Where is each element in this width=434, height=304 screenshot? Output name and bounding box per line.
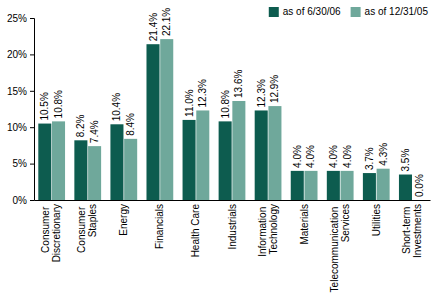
x-tick: Telecommunication Services	[329, 200, 351, 292]
y-tick-label: 25%	[7, 13, 27, 24]
bar	[363, 173, 376, 200]
plot: 0% 5% 10% 15% 20% 25% 10.5% 8.2% 10.4% 21.4% 11.0%…	[7, 8, 431, 293]
y-tick-mark	[30, 164, 34, 165]
chart: 0% 5% 10% 15% 20% 25% 10.5% 8.2% 10.4% 21.4% 11.0%…	[0, 0, 434, 304]
y-tick: 10%	[7, 122, 34, 133]
x-tick: Energy	[118, 200, 129, 236]
y-tick-label: 20%	[7, 49, 27, 60]
x-axis: Consumer Discretionary Consumer Staples En…	[35, 200, 431, 292]
data-labels: 10.5%8.2%10.4%21.4%11.0%10.8%12.3%4.0%4.…	[39, 8, 424, 197]
data-label: 4.3%	[378, 143, 389, 166]
data-label: 12.3%	[197, 79, 208, 107]
data-label: 10.4%	[111, 93, 122, 121]
y-tick-label: 0%	[13, 195, 28, 206]
bar	[183, 120, 196, 200]
bar	[413, 200, 426, 201]
x-tick: Health Care	[190, 200, 201, 257]
bar	[52, 121, 65, 200]
x-tick-label: Consumer Staples	[76, 204, 98, 253]
data-label: 4.0%	[328, 145, 339, 168]
y-tick-label: 15%	[7, 86, 27, 97]
data-label: 10.5%	[39, 92, 50, 120]
bar	[304, 171, 317, 200]
x-tick: Information Technology	[257, 200, 279, 257]
bar	[88, 146, 101, 200]
y-tick: 0%	[13, 195, 34, 206]
y-tick: 5%	[13, 158, 34, 169]
data-label: 10.8%	[53, 90, 64, 118]
y-tick: 20%	[7, 49, 34, 60]
x-tick: Utilities	[371, 200, 382, 236]
data-label: 8.4%	[125, 113, 136, 136]
x-tick-label: Energy	[118, 204, 129, 236]
data-label: 11.0%	[184, 89, 195, 117]
x-axis-line	[35, 200, 431, 201]
y-tick-label: 5%	[13, 158, 28, 169]
x-tick-label: Materials	[299, 204, 310, 245]
bar	[255, 110, 268, 200]
data-label: 0.0%	[414, 174, 425, 197]
x-tick-label: Short-term Investments	[401, 204, 423, 258]
x-tick-label: Telecommunication Services	[329, 204, 351, 292]
y-tick-mark	[30, 54, 34, 55]
x-tick: Industrials	[227, 200, 238, 250]
bars	[38, 39, 412, 200]
y-tick: 15%	[7, 86, 34, 97]
data-label: 3.5%	[400, 149, 411, 172]
data-label: 12.9%	[269, 75, 280, 103]
y-tick: 25%	[7, 13, 34, 24]
data-label: 10.8%	[220, 90, 231, 118]
bar	[160, 39, 173, 200]
bar	[291, 171, 304, 200]
bar	[110, 124, 123, 200]
bar	[74, 140, 87, 200]
data-label: 7.4%	[89, 120, 100, 143]
x-tick: Consumer Staples	[76, 200, 98, 253]
x-tick-label: Utilities	[371, 204, 382, 236]
bar	[377, 169, 390, 200]
bar	[196, 110, 209, 200]
data-label: 8.2%	[75, 114, 86, 137]
x-tick-label: Health Care	[190, 204, 201, 258]
bar	[232, 101, 245, 200]
legend-swatch	[351, 7, 361, 17]
legend-swatch	[269, 7, 279, 17]
bar	[399, 175, 412, 200]
y-axis-line	[30, 19, 35, 201]
data-label: 22.1%	[161, 8, 172, 36]
data-label: 4.0%	[305, 145, 316, 168]
data-label: 13.6%	[233, 70, 244, 98]
bar	[341, 171, 354, 200]
legend: as of 12/31/05 as of 6/30/06	[269, 6, 429, 17]
data-label: 4.0%	[342, 145, 353, 168]
bar	[124, 139, 137, 200]
bar	[219, 121, 232, 200]
data-label: 12.3%	[256, 79, 267, 107]
x-tick: Short-term Investments	[401, 200, 423, 258]
data-label: 21.4%	[148, 13, 159, 41]
x-tick-label: Consumer Discretionary	[40, 204, 62, 262]
y-tick-label: 10%	[7, 122, 27, 133]
x-tick: Materials	[299, 200, 310, 245]
y-tick-mark	[30, 18, 34, 19]
legend-label: as of 12/31/05	[365, 6, 429, 17]
bar	[38, 124, 51, 200]
y-tick-mark	[30, 200, 34, 201]
data-label: 4.0%	[292, 145, 303, 168]
bar	[146, 44, 159, 200]
y-tick-mark	[30, 127, 34, 128]
bar	[327, 171, 340, 200]
x-tick: Consumer Discretionary	[40, 200, 62, 262]
x-tick-label: Industrials	[227, 204, 238, 250]
x-tick-label: Information Technology	[257, 204, 279, 257]
x-tick: Financials	[154, 200, 165, 249]
data-label: 3.7%	[364, 147, 375, 170]
bar	[268, 106, 281, 200]
legend-label: as of 6/30/06	[283, 6, 341, 17]
x-tick-label: Financials	[154, 204, 165, 249]
y-axis: 0% 5% 10% 15% 20% 25%	[7, 13, 35, 206]
y-tick-mark	[30, 91, 34, 92]
